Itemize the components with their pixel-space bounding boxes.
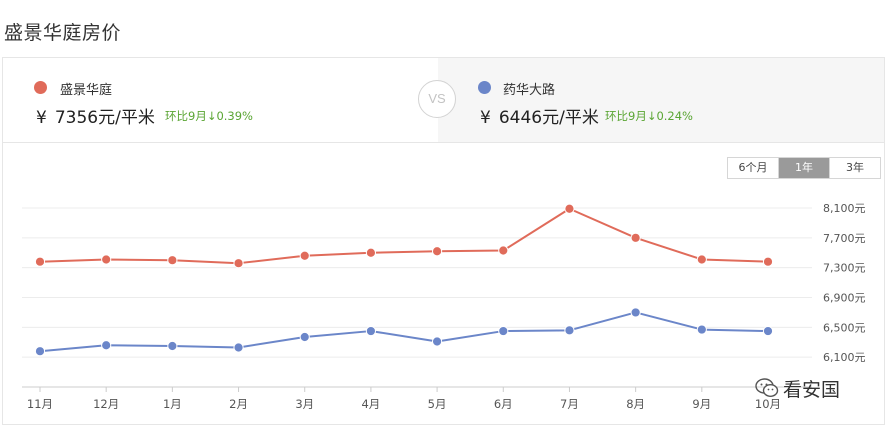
data-point-series-1 — [498, 245, 509, 256]
currency-symbol: ¥ — [36, 108, 47, 128]
data-point-series-1 — [431, 246, 443, 257]
data-point-series-1 — [630, 232, 641, 243]
data-point-series-2 — [299, 331, 310, 343]
data-point-series-1 — [299, 250, 310, 261]
tab-3-years[interactable]: 3年 — [829, 158, 880, 178]
y-tick-label: 8,100元 — [823, 202, 866, 215]
x-tick-label: 8月 — [626, 397, 645, 411]
data-point-series-2 — [34, 346, 46, 357]
currency-symbol: ¥ — [480, 108, 491, 128]
compare-row: 盛景华庭 ¥7356元/平米 环比9月↓0.39% 药华大路 ¥6446元/平米… — [3, 58, 884, 143]
data-point-series-2 — [431, 336, 443, 347]
compare-right: 药华大路 ¥6446元/平米 环比9月↓0.24% — [438, 58, 884, 142]
compare-right-change: 环比9月↓0.24% — [605, 109, 693, 123]
x-tick-label: 7月 — [560, 397, 579, 411]
compare-right-price: ¥6446元/平米 — [480, 103, 599, 128]
x-tick-label: 5月 — [428, 397, 447, 411]
tab-1-year[interactable]: 1年 — [778, 158, 829, 178]
series-color-dot-right — [478, 81, 491, 94]
compare-left-change: 环比9月↓0.39% — [165, 109, 253, 123]
x-tick-label: 9月 — [692, 397, 711, 411]
data-point-series-1 — [233, 258, 244, 269]
data-point-series-1 — [762, 256, 774, 267]
y-tick-label: 7,300元 — [823, 262, 866, 275]
page-title: 盛景华庭房价 — [4, 22, 122, 44]
series-line-2 — [39, 311, 769, 353]
data-point-series-1 — [696, 254, 707, 265]
compare-left-name: 盛景华庭 — [60, 83, 113, 98]
x-tick-label: 2月 — [229, 397, 248, 411]
x-tick-label: 1月 — [163, 397, 182, 411]
y-tick-label: 6,500元 — [823, 321, 866, 334]
y-tick-label: 6,900元 — [823, 292, 866, 305]
compare-left: 盛景华庭 ¥7356元/平米 环比9月↓0.39% — [3, 58, 438, 142]
x-tick-label: 3月 — [295, 397, 314, 411]
price-value: 7356元/平米 — [54, 108, 155, 128]
x-tick-label: 6月 — [494, 397, 513, 411]
data-point-series-1 — [101, 254, 112, 265]
data-point-series-2 — [498, 325, 509, 337]
series-line-1 — [39, 207, 769, 265]
watermark-text: 看安国 — [783, 378, 841, 401]
compare-right-name: 药华大路 — [503, 83, 556, 98]
price-value: 6446元/平米 — [498, 108, 599, 128]
price-panel — [2, 57, 885, 425]
x-tick-label: 4月 — [361, 397, 380, 411]
data-point-series-2 — [762, 325, 774, 337]
x-tick-label: 11月 — [27, 397, 53, 411]
data-point-series-2 — [696, 324, 707, 335]
data-point-series-1 — [34, 256, 46, 267]
data-point-series-2 — [630, 307, 641, 318]
data-point-series-2 — [365, 325, 377, 337]
x-tick-label: 10月 — [755, 397, 781, 411]
data-point-series-1 — [564, 203, 575, 214]
data-point-series-2 — [233, 342, 244, 353]
y-tick-label: 7,700元 — [823, 232, 866, 245]
y-tick-label: 6,100元 — [823, 351, 866, 364]
range-tabs: 6个月 1年 3年 — [727, 157, 881, 179]
data-point-series-1 — [365, 247, 377, 258]
compare-left-price: ¥7356元/平米 — [36, 103, 155, 128]
series-color-dot-left — [34, 81, 47, 94]
data-point-series-1 — [167, 255, 178, 266]
data-point-series-2 — [101, 340, 112, 351]
data-point-series-2 — [167, 340, 178, 352]
data-point-series-2 — [564, 325, 575, 336]
x-tick-label: 12月 — [93, 397, 119, 411]
watermark: 看安国 — [755, 375, 840, 401]
wechat-icon — [755, 378, 779, 398]
tab-6-months[interactable]: 6个月 — [728, 158, 778, 178]
vs-badge: VS — [418, 80, 456, 118]
